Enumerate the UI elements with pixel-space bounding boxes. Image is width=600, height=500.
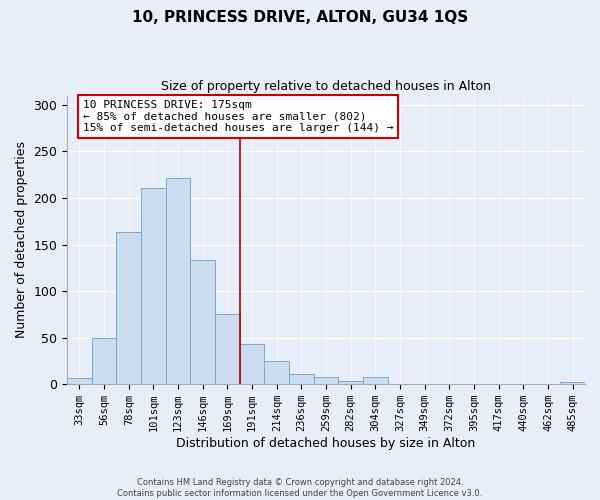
Bar bbox=[265, 361, 289, 384]
Bar bbox=[215, 314, 240, 384]
Bar bbox=[67, 378, 92, 384]
Bar bbox=[240, 344, 265, 384]
Bar bbox=[190, 260, 215, 384]
Bar bbox=[363, 377, 388, 384]
Bar bbox=[141, 188, 166, 384]
Bar bbox=[560, 382, 585, 384]
Text: 10 PRINCESS DRIVE: 175sqm
← 85% of detached houses are smaller (802)
15% of semi: 10 PRINCESS DRIVE: 175sqm ← 85% of detac… bbox=[83, 100, 393, 133]
Bar bbox=[92, 338, 116, 384]
Text: Contains HM Land Registry data © Crown copyright and database right 2024.
Contai: Contains HM Land Registry data © Crown c… bbox=[118, 478, 482, 498]
Bar bbox=[116, 232, 141, 384]
Bar bbox=[314, 377, 338, 384]
Bar bbox=[166, 178, 190, 384]
Title: Size of property relative to detached houses in Alton: Size of property relative to detached ho… bbox=[161, 80, 491, 93]
X-axis label: Distribution of detached houses by size in Alton: Distribution of detached houses by size … bbox=[176, 437, 476, 450]
Text: 10, PRINCESS DRIVE, ALTON, GU34 1QS: 10, PRINCESS DRIVE, ALTON, GU34 1QS bbox=[132, 10, 468, 25]
Bar bbox=[289, 374, 314, 384]
Y-axis label: Number of detached properties: Number of detached properties bbox=[15, 142, 28, 338]
Bar bbox=[338, 382, 363, 384]
